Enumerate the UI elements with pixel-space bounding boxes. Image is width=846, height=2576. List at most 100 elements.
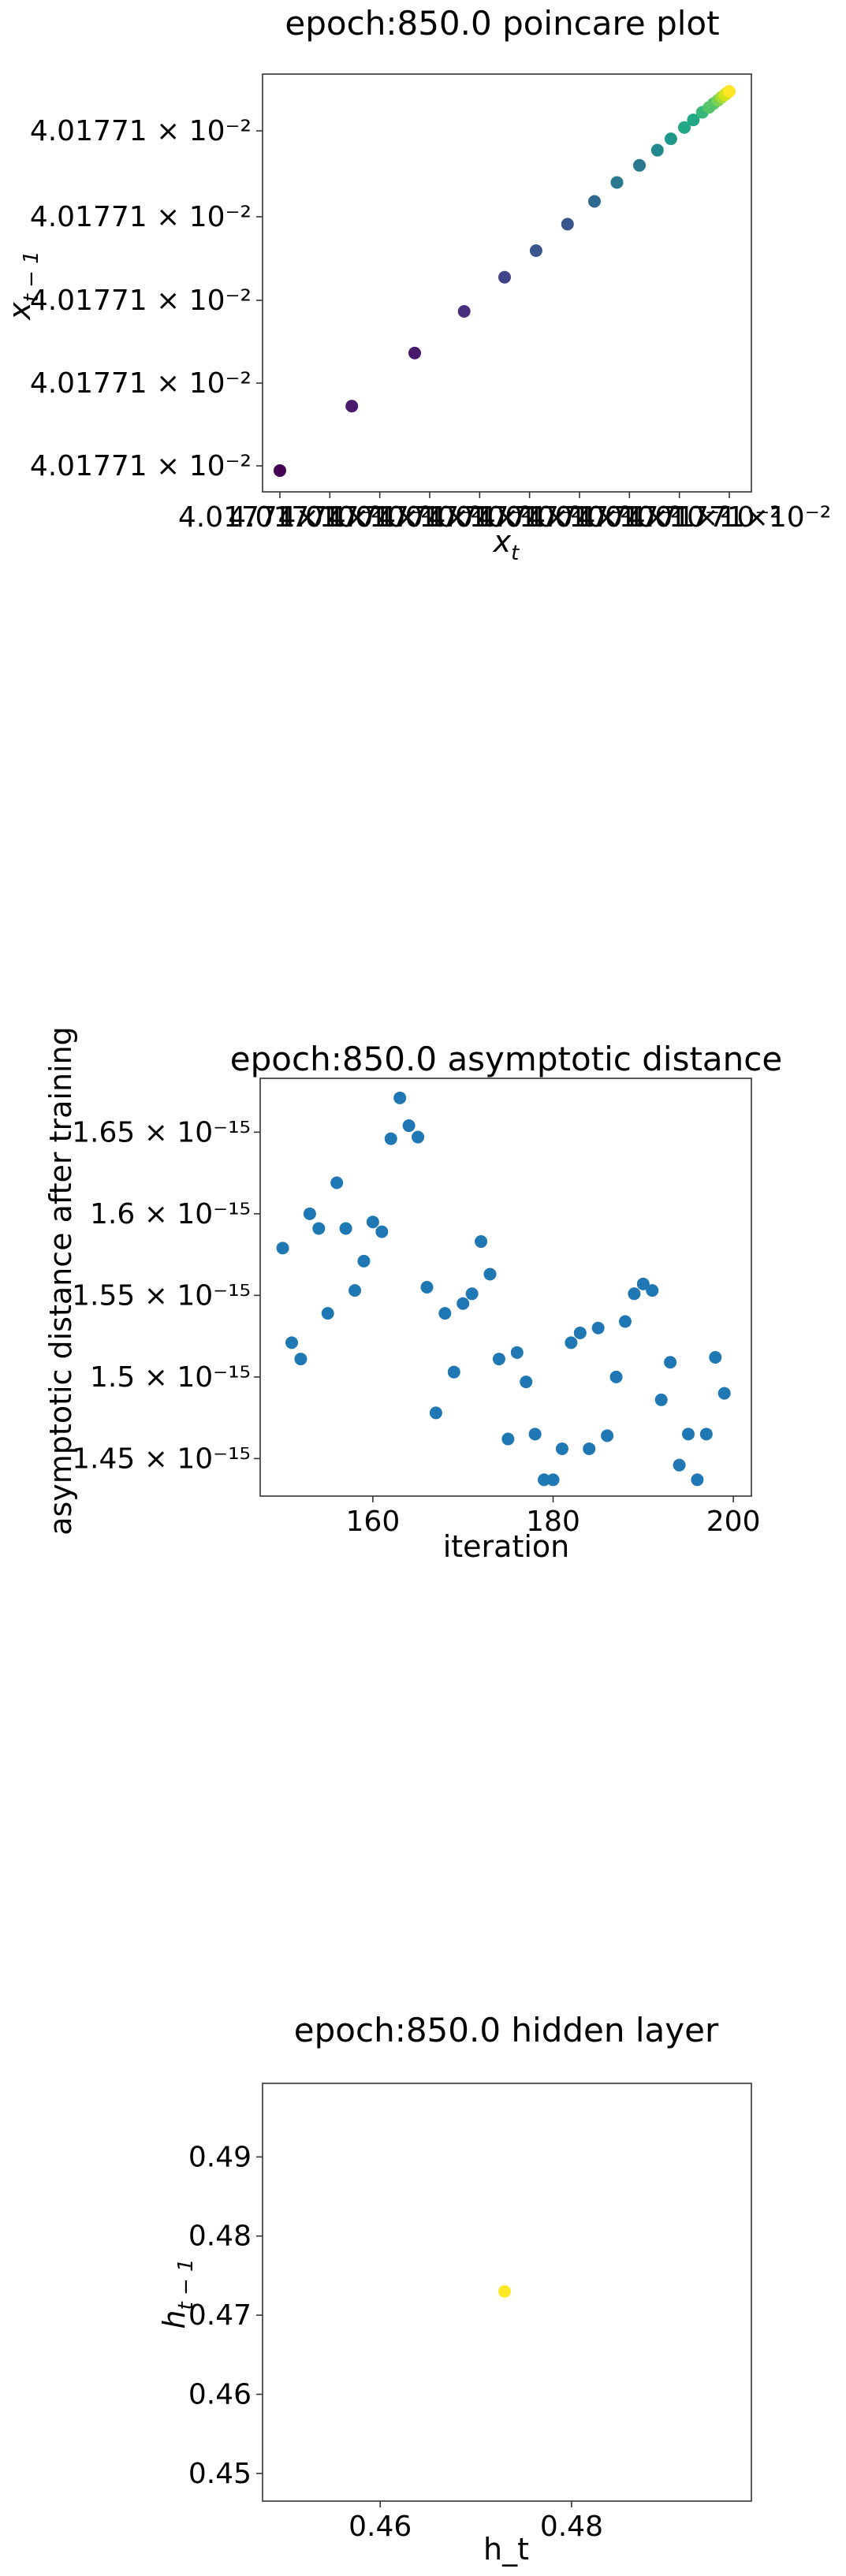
data-points <box>276 1091 731 1487</box>
data-point <box>561 218 574 231</box>
data-point <box>339 1222 352 1235</box>
y-tick-label: 0.48 <box>188 2220 252 2253</box>
y-tick-label: 1.5 × 10⁻¹⁵ <box>90 1361 251 1394</box>
chart-title: epoch:850.0 hidden layer <box>294 2011 719 2049</box>
data-point <box>691 1473 704 1487</box>
x-tick-label: 180 <box>526 1506 580 1538</box>
y-tick-label: 4.01771 × 10⁻² <box>30 450 252 482</box>
x-axis-label: h_t <box>483 2532 529 2567</box>
data-point <box>510 1346 524 1359</box>
data-point <box>618 1315 632 1328</box>
data-point <box>402 1119 416 1133</box>
data-point <box>276 1241 289 1255</box>
data-point <box>520 1375 533 1389</box>
data-point <box>420 1281 434 1294</box>
data-point <box>687 114 700 127</box>
data-point <box>601 1429 614 1442</box>
data-point <box>591 1321 605 1335</box>
data-point <box>529 244 542 258</box>
data-point <box>583 1442 596 1455</box>
data-point <box>546 1473 560 1487</box>
data-point <box>717 1387 731 1400</box>
data-point <box>498 270 511 284</box>
x-tick-label: 4.01771×10⁻² <box>628 501 831 534</box>
y-tick-label: 1.65 × 10⁻¹⁵ <box>72 1116 251 1148</box>
data-point <box>636 1277 650 1290</box>
data-point <box>723 85 736 98</box>
y-axis-label: asymptotic distance after training <box>43 1026 78 1536</box>
data-point <box>384 1132 397 1145</box>
data-point <box>654 1393 668 1406</box>
plot-frame <box>262 73 752 493</box>
data-point <box>393 1091 407 1104</box>
y-ticks: 0.45 0.46 0.47 0.48 0.49 <box>188 2141 263 2490</box>
data-point <box>483 1268 497 1281</box>
x-ticks: 0.46 0.48 <box>348 2501 603 2543</box>
data-point <box>303 1207 316 1220</box>
x-tick-label: 4.01771×10⁻² <box>178 501 382 534</box>
data-point <box>457 304 471 318</box>
y-ticks: 1.45 × 10⁻¹⁵ 1.5 × 10⁻¹⁵ 1.55 × 10⁻¹⁵ 1.6 ×… <box>72 1116 260 1475</box>
data-point <box>330 1176 344 1189</box>
data-points <box>498 2284 511 2298</box>
data-point <box>465 1287 479 1301</box>
data-point <box>678 121 691 134</box>
chart-title: epoch:850.0 poincare plot <box>285 4 719 43</box>
y-tick-label: 1.45 × 10⁻¹⁵ <box>72 1442 251 1475</box>
y-tick-label: 0.45 <box>188 2458 252 2490</box>
y-tick-label: 1.55 × 10⁻¹⁵ <box>72 1279 251 1312</box>
data-point <box>429 1406 442 1420</box>
y-ticks: 4.01771 × 10⁻² 4.01771 × 10⁻² 4.01771 × 10… <box>30 115 263 482</box>
data-point <box>501 1432 515 1446</box>
data-point <box>664 132 677 146</box>
data-point <box>633 158 646 172</box>
data-point <box>538 1473 551 1487</box>
data-point <box>650 143 664 157</box>
data-point <box>610 176 624 189</box>
data-point <box>699 1428 713 1441</box>
data-point <box>709 1351 722 1364</box>
data-point <box>348 1284 362 1297</box>
data-point <box>673 1458 686 1472</box>
data-point <box>285 1336 299 1349</box>
x-tick-label: 4.01771×10⁻² <box>478 501 681 534</box>
x-tick-label: 0.46 <box>348 2511 412 2543</box>
y-tick-label: 4.01771 × 10⁻² <box>30 201 252 233</box>
data-point <box>555 1442 568 1455</box>
data-point <box>588 195 601 208</box>
data-point <box>681 1428 695 1441</box>
data-point <box>345 400 359 413</box>
data-point <box>475 1235 488 1249</box>
data-point <box>375 1225 389 1238</box>
x-axis-label: iteration <box>443 1529 570 1564</box>
x-tick-label: 4.01771×10⁻² <box>428 501 632 534</box>
y-tick-label: 0.46 <box>188 2378 252 2410</box>
data-point <box>357 1254 371 1268</box>
plot-frame <box>259 1078 752 1497</box>
x-tick-label: 0.48 <box>540 2511 603 2543</box>
data-point <box>294 1353 307 1366</box>
data-points <box>274 85 736 477</box>
data-point <box>573 1326 587 1339</box>
data-point <box>274 464 286 477</box>
data-point <box>447 1365 460 1379</box>
data-point <box>609 1370 623 1383</box>
data-point <box>498 2284 511 2298</box>
hidden-layer-plot: epoch:850.0 hidden layer 0.450.460.470.4… <box>157 2011 752 2567</box>
data-point <box>366 1215 379 1229</box>
x-tick-label: 160 <box>346 1506 401 1538</box>
x-ticks: 4.01771×10⁻²4.01771×10⁻²4.01771×10⁻²4.01… <box>178 492 831 534</box>
y-tick-label: 1.6 × 10⁻¹⁵ <box>90 1198 251 1230</box>
chart-title: epoch:850.0 asymptotic distance <box>230 1040 782 1078</box>
data-point <box>565 1336 578 1349</box>
x-tick-label: 4.01771×10⁻² <box>578 501 781 534</box>
data-point <box>646 1284 659 1297</box>
data-point <box>408 346 421 359</box>
x-ticks: 160 180 200 <box>346 1496 761 1538</box>
data-point <box>312 1222 326 1235</box>
x-tick-label: 200 <box>706 1506 761 1538</box>
x-tick-label: 4.01771×10⁻² <box>228 501 431 534</box>
data-point <box>438 1307 452 1320</box>
x-tick-label: 4.01771×10⁻² <box>527 501 731 534</box>
